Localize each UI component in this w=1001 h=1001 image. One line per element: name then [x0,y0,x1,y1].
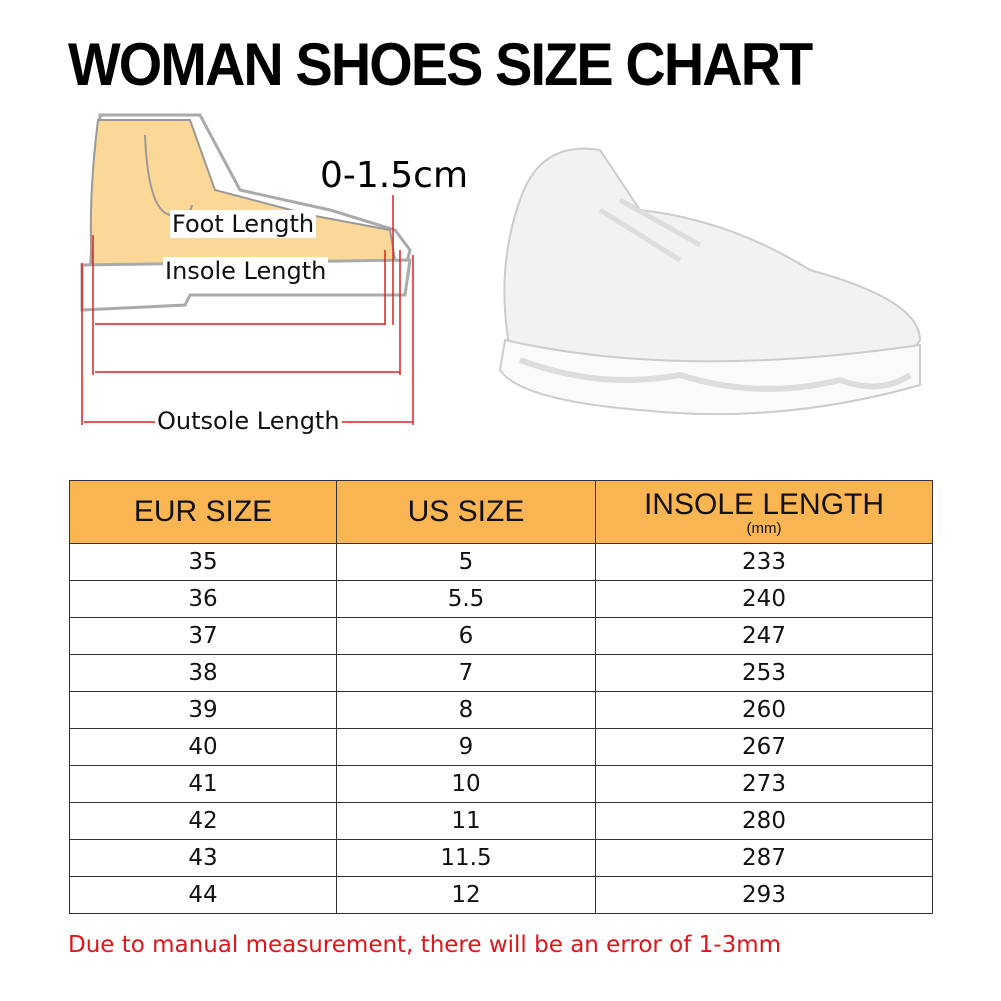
tolerance-label: 0-1.5cm [320,155,469,196]
cell-insole-length: 280 [595,802,933,840]
header-us-size: US SIZE [336,480,596,544]
size-table: EUR SIZE US SIZE INSOLE LENGTH (mm) 35 5 23… [69,480,933,914]
table-row: 40 9 267 [69,728,933,766]
table-row: 42 11 280 [69,802,933,840]
table-row: 36 5.5 240 [69,580,933,618]
foot-length-label: Foot Length [170,210,317,238]
measurement-note: Due to manual measurement, there will be… [68,932,782,958]
header-eur-size: EUR SIZE [69,480,337,544]
page-title: WOMAN SHOES SIZE CHART [68,31,813,98]
table-header-row: EUR SIZE US SIZE INSOLE LENGTH (mm) [69,480,933,544]
table-row: 38 7 253 [69,654,933,692]
white-sneaker-image [480,140,930,430]
header-insole-length-text: INSOLE LENGTH [643,488,885,521]
cell-us-size: 8 [336,691,596,729]
cell-eur-size: 43 [69,839,337,877]
cell-insole-length: 233 [595,543,933,581]
cell-insole-length: 287 [595,839,933,877]
cell-us-size: 10 [336,765,596,803]
cell-eur-size: 40 [69,728,337,766]
cell-us-size: 11 [336,802,596,840]
cell-eur-size: 38 [69,654,337,692]
table-row: 35 5 233 [69,543,933,581]
table-row: 41 10 273 [69,765,933,803]
cell-eur-size: 35 [69,543,337,581]
cell-eur-size: 39 [69,691,337,729]
cell-us-size: 5 [336,543,596,581]
foot-measurement-diagram: Foot Length Insole Length Outsole Length [0,100,480,440]
insole-length-label: Insole Length [163,257,329,285]
cell-eur-size: 42 [69,802,337,840]
cell-insole-length: 260 [595,691,933,729]
cell-insole-length: 253 [595,654,933,692]
cell-us-size: 9 [336,728,596,766]
cell-insole-length: 240 [595,580,933,618]
table-row: 44 12 293 [69,876,933,914]
cell-eur-size: 41 [69,765,337,803]
header-unit: (mm) [746,520,782,537]
cell-insole-length: 267 [595,728,933,766]
cell-insole-length: 293 [595,876,933,914]
outsole-length-label: Outsole Length [155,407,342,435]
table-row: 37 6 247 [69,617,933,655]
cell-us-size: 6 [336,617,596,655]
cell-eur-size: 44 [69,876,337,914]
table-row: 39 8 260 [69,691,933,729]
table-row: 43 11.5 287 [69,839,933,877]
cell-us-size: 5.5 [336,580,596,618]
cell-us-size: 11.5 [336,839,596,877]
cell-us-size: 12 [336,876,596,914]
cell-eur-size: 36 [69,580,337,618]
header-insole-length: INSOLE LENGTH (mm) [595,480,933,544]
cell-eur-size: 37 [69,617,337,655]
cell-us-size: 7 [336,654,596,692]
cell-insole-length: 247 [595,617,933,655]
cell-insole-length: 273 [595,765,933,803]
